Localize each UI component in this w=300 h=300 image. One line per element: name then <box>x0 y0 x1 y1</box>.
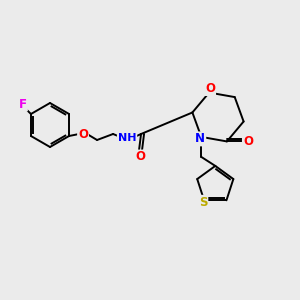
Text: O: O <box>78 128 88 140</box>
Text: NH: NH <box>118 133 136 143</box>
Text: N: N <box>195 132 205 146</box>
Text: O: O <box>135 151 145 164</box>
Text: S: S <box>199 196 207 209</box>
Text: O: O <box>243 135 253 148</box>
Text: F: F <box>19 98 27 110</box>
Text: O: O <box>205 82 215 95</box>
